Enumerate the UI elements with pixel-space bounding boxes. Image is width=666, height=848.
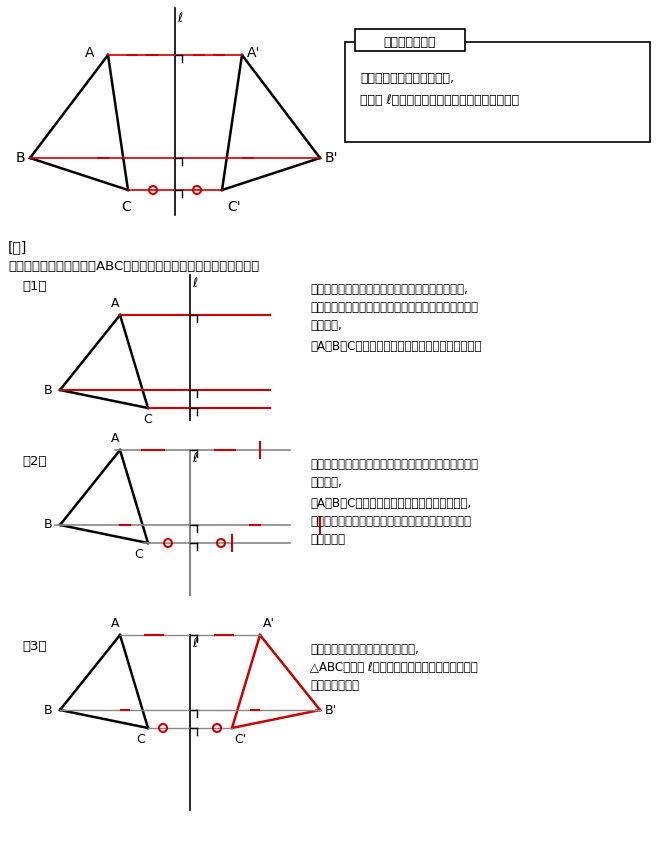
Text: 点A・B・Cから対称軸に垂直な半直線をひきます。: 点A・B・Cから対称軸に垂直な半直線をひきます。 xyxy=(310,340,482,353)
Text: A': A' xyxy=(263,617,275,630)
Text: A': A' xyxy=(247,46,260,60)
Text: B': B' xyxy=(325,151,338,165)
Text: 作図できます。: 作図できます。 xyxy=(310,679,359,692)
Text: C: C xyxy=(144,413,153,426)
FancyBboxPatch shape xyxy=(345,42,650,142)
Text: A: A xyxy=(85,46,94,60)
Text: ℓ: ℓ xyxy=(192,452,197,465)
Text: ことから,: ことから, xyxy=(310,319,342,332)
Text: （2）: （2） xyxy=(22,455,47,468)
Text: 対応する点を結んだ線分は,: 対応する点を結んだ線分は, xyxy=(360,72,454,85)
Text: B: B xyxy=(43,383,52,397)
Text: B: B xyxy=(15,151,25,165)
Text: ℓ: ℓ xyxy=(192,637,197,650)
Text: 対称移動の性質: 対称移動の性質 xyxy=(384,36,436,49)
Text: C: C xyxy=(135,548,143,561)
Text: B': B' xyxy=(325,704,337,717)
Text: 半直線上にとった点を順に結べば,: 半直線上にとった点を順に結べば, xyxy=(310,643,419,656)
Text: A: A xyxy=(111,297,119,310)
Text: 対応する点がどこになるかを作図すればいいので,: 対応する点がどこになるかを作図すればいいので, xyxy=(310,283,468,296)
Text: ことから,: ことから, xyxy=(310,476,342,489)
Text: B: B xyxy=(43,518,52,532)
Text: A: A xyxy=(111,617,119,630)
Text: C: C xyxy=(121,200,131,214)
Text: 対称軸から半直線上のもとの図形の反対側の位置に: 対称軸から半直線上のもとの図形の反対側の位置に xyxy=(310,515,471,528)
Text: B: B xyxy=(43,704,52,717)
Text: 性質をふまえて，三角形ABCの対称移動した図形をかいてみます。: 性質をふまえて，三角形ABCの対称移動した図形をかいてみます。 xyxy=(8,260,259,273)
Text: （3）: （3） xyxy=(22,640,47,653)
Text: C: C xyxy=(137,733,145,746)
Text: とります。: とります。 xyxy=(310,533,345,546)
Text: △ABCを直線 ℓを対称軸として対称移動した図が: △ABCを直線 ℓを対称軸として対称移動した図が xyxy=(310,661,478,674)
Text: C': C' xyxy=(234,733,246,746)
Text: [例]: [例] xyxy=(8,240,27,254)
Text: A: A xyxy=(111,432,119,445)
Text: ℓ: ℓ xyxy=(192,277,197,290)
Text: C': C' xyxy=(227,200,240,214)
Text: 対応する点を結んだ線分は対称軸と「中点で」交わる: 対応する点を結んだ線分は対称軸と「中点で」交わる xyxy=(310,458,478,471)
Text: （1）: （1） xyxy=(22,280,47,293)
FancyBboxPatch shape xyxy=(355,29,465,51)
Text: 対称軸 ℓと「中点で」「垂直に」交わります。: 対称軸 ℓと「中点で」「垂直に」交わります。 xyxy=(360,94,519,107)
Text: 点A・B・Cから対称軸までの長さと同じ長さを,: 点A・B・Cから対称軸までの長さと同じ長さを, xyxy=(310,497,471,510)
Text: ℓ: ℓ xyxy=(177,12,182,25)
Text: 対応する点を結んだ線分は対称軸と「垂直に」交わる: 対応する点を結んだ線分は対称軸と「垂直に」交わる xyxy=(310,301,478,314)
